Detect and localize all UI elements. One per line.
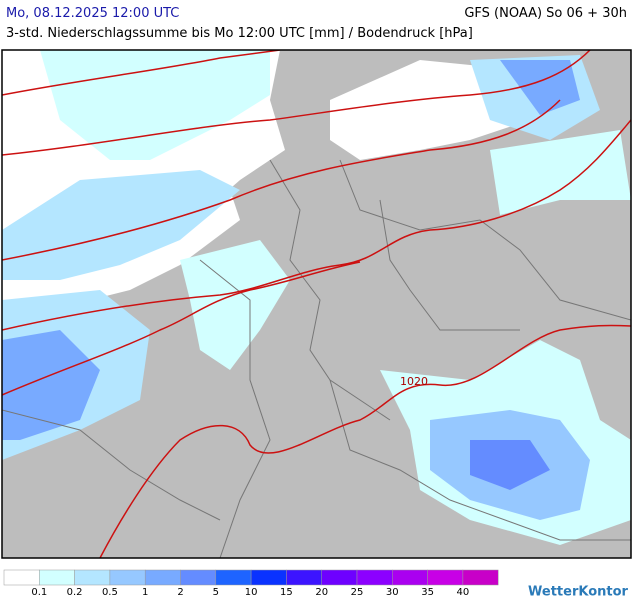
map-frame (1, 49, 632, 559)
legend-label: 0.2 (67, 587, 83, 598)
legend-swatch (321, 569, 358, 586)
borders (2, 159, 631, 558)
legend-label: 0.1 (31, 587, 47, 598)
legend-swatch (392, 569, 428, 586)
legend-label: 35 (421, 587, 434, 598)
legend: 0.1 0.2 0.5 1 2 5 10 15 20 25 30 35 40 (3, 569, 499, 598)
legend-swatch (356, 569, 393, 586)
isobars (2, 50, 631, 558)
isobar-label: 1020 (400, 375, 428, 388)
legend-label: 2 (177, 587, 183, 598)
legend-swatch (215, 569, 252, 586)
precip-light (180, 240, 290, 370)
legend-swatch (74, 569, 111, 586)
legend-swatch (462, 569, 499, 586)
precip-moderate (2, 330, 100, 440)
legend-label: 10 (245, 587, 258, 598)
legend-label: 0.5 (102, 587, 118, 598)
legend-label: 5 (213, 587, 219, 598)
precip-light (2, 170, 240, 280)
legend-swatch (427, 569, 464, 586)
valid-time: Mo, 08.12.2025 12:00 UTC (6, 6, 180, 21)
legend-label: 30 (386, 587, 399, 598)
legend-swatch (180, 569, 217, 586)
legend-swatch (3, 569, 40, 586)
legend-label: 20 (315, 587, 328, 598)
legend-swatch (286, 569, 322, 586)
subtitle: 3-std. Niederschlagssumme bis Mo 12:00 U… (6, 26, 473, 41)
brand: WetterKontor (528, 585, 629, 600)
precip-heavy (470, 440, 550, 490)
legend-swatch (250, 569, 287, 586)
legend-label: 1 (142, 587, 148, 598)
model-run: GFS (NOAA) So 06 + 30h (464, 6, 627, 21)
legend-swatch (39, 569, 75, 586)
legend-label: 15 (280, 587, 293, 598)
precip-light (490, 130, 631, 215)
legend-swatch (109, 569, 146, 586)
legend-label: 25 (351, 587, 364, 598)
legend-swatch (144, 569, 181, 586)
precip-light (40, 50, 270, 160)
precip-moderate (500, 60, 580, 115)
legend-label: 40 (457, 587, 470, 598)
map-layers (2, 50, 631, 558)
